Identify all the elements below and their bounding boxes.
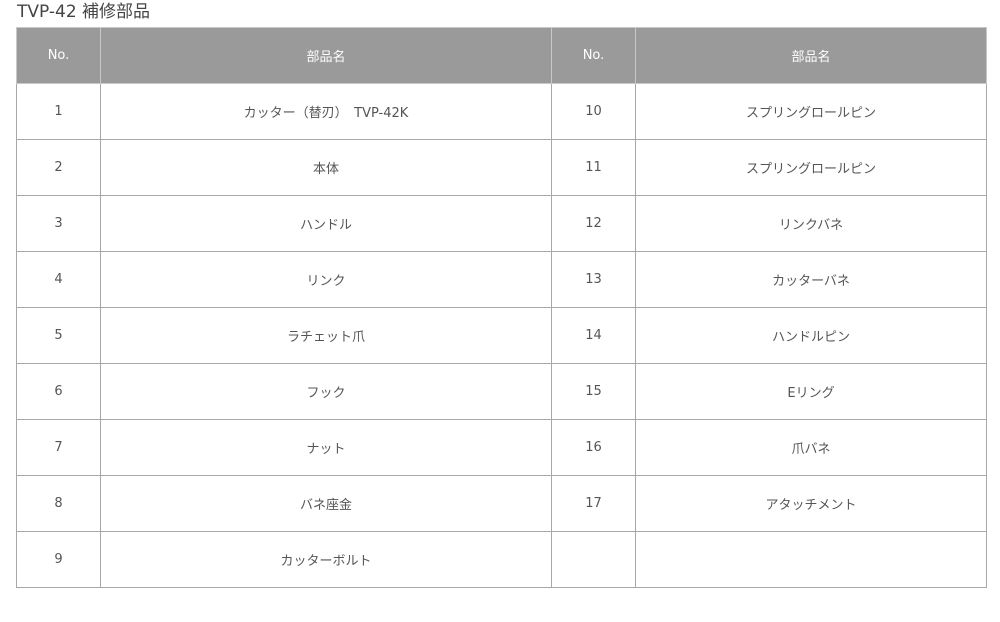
header-row: No. 部品名 No. 部品名 (16, 27, 987, 84)
part-name: カッターバネ (635, 251, 987, 308)
part-no: 15 (551, 363, 636, 420)
part-no: 10 (551, 83, 636, 140)
part-no: 5 (16, 307, 101, 364)
part-no: 3 (16, 195, 101, 252)
part-name: バネ座金 (100, 475, 552, 532)
part-no (551, 531, 636, 588)
part-name: ハンドル (100, 195, 552, 252)
part-name: 爪バネ (635, 419, 987, 476)
table-row: 8 バネ座金 17 アタッチメント (16, 475, 987, 532)
part-name: スプリングロールピン (635, 139, 987, 196)
header-part-name: 部品名 (100, 27, 552, 84)
parts-table: No. 部品名 No. 部品名 1 カッター（替刃） TVP-42K 10 スプリング… (16, 27, 987, 588)
table-row: 9 カッターボルト (16, 531, 987, 588)
part-no: 11 (551, 139, 636, 196)
part-name: ハンドルピン (635, 307, 987, 364)
part-name: リンクバネ (635, 195, 987, 252)
part-name: 本体 (100, 139, 552, 196)
part-name: リンク (100, 251, 552, 308)
part-no: 8 (16, 475, 101, 532)
part-no: 7 (16, 419, 101, 476)
table-row: 3 ハンドル 12 リンクバネ (16, 195, 987, 252)
part-name (635, 531, 987, 588)
part-no: 12 (551, 195, 636, 252)
part-no: 6 (16, 363, 101, 420)
header-no: No. (551, 27, 636, 84)
part-no: 1 (16, 83, 101, 140)
table-row: 7 ナット 16 爪バネ (16, 419, 987, 476)
part-name: カッターボルト (100, 531, 552, 588)
part-name: カッター（替刃） TVP-42K (100, 83, 552, 140)
part-name: スプリングロールピン (635, 83, 987, 140)
part-no: 16 (551, 419, 636, 476)
part-no: 17 (551, 475, 636, 532)
part-no: 4 (16, 251, 101, 308)
part-no: 2 (16, 139, 101, 196)
table-row: 4 リンク 13 カッターバネ (16, 251, 987, 308)
part-name: ナット (100, 419, 552, 476)
page-title: TVP-42 補修部品 (17, 2, 151, 22)
part-no: 14 (551, 307, 636, 364)
header-part-name: 部品名 (635, 27, 987, 84)
table-row: 2 本体 11 スプリングロールピン (16, 139, 987, 196)
table-row: 6 フック 15 Eリング (16, 363, 987, 420)
part-name: フック (100, 363, 552, 420)
part-name: Eリング (635, 363, 987, 420)
table-row: 5 ラチェット爪 14 ハンドルピン (16, 307, 987, 364)
part-no: 13 (551, 251, 636, 308)
table-row: 1 カッター（替刃） TVP-42K 10 スプリングロールピン (16, 83, 987, 140)
part-name: アタッチメント (635, 475, 987, 532)
part-name: ラチェット爪 (100, 307, 552, 364)
part-no: 9 (16, 531, 101, 588)
header-no: No. (16, 27, 101, 84)
